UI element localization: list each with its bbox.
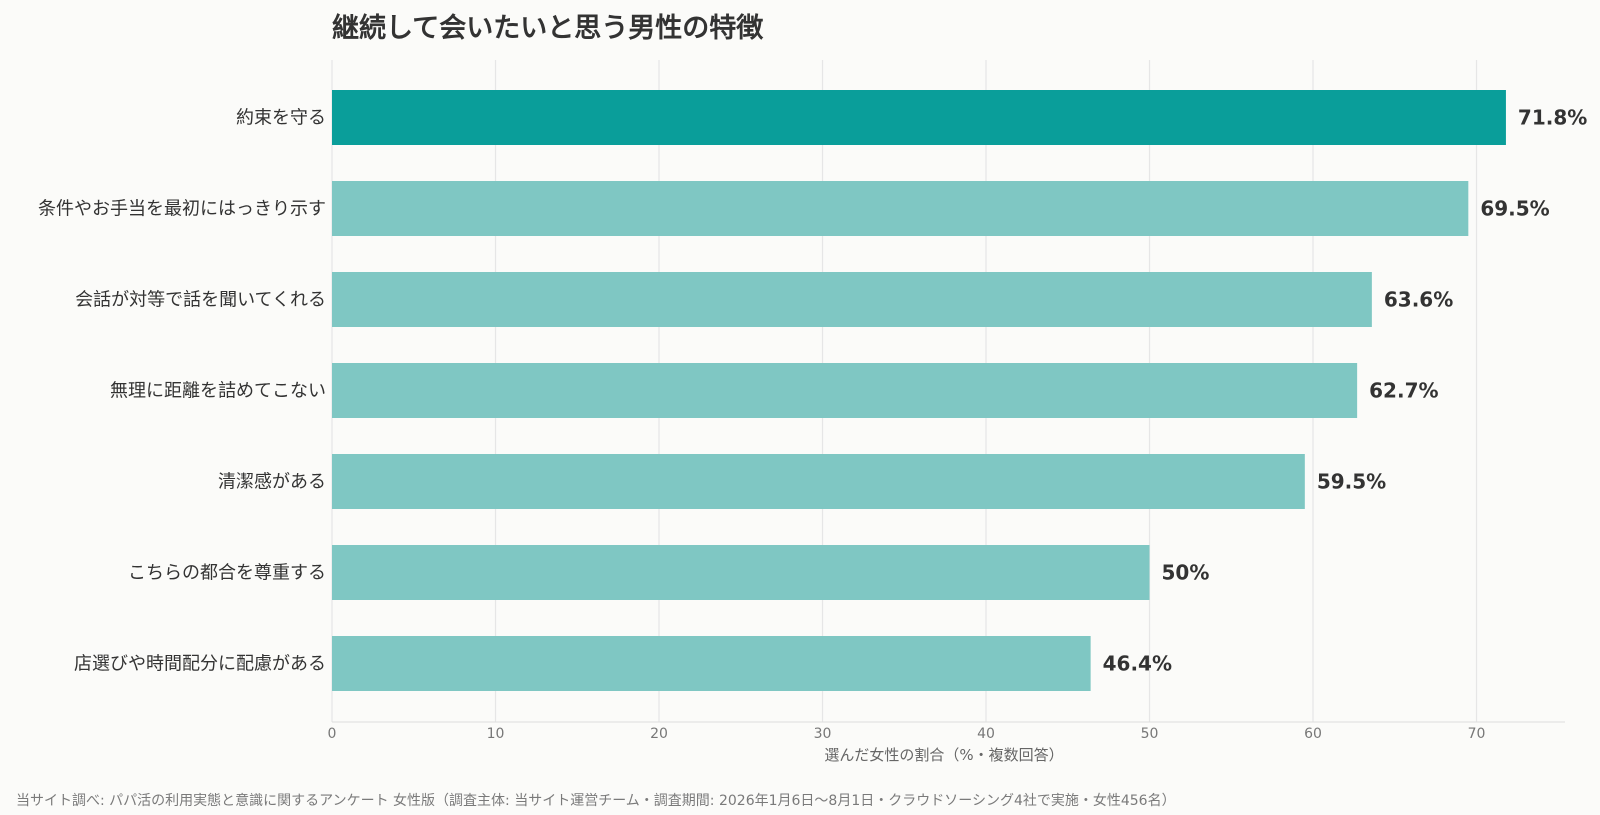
category-labels: 約束を守る条件やお手当を最初にはっきり示す会話が対等で話を聞いてくれる無理に距離… [38, 108, 326, 675]
value-label: 63.6% [1384, 288, 1453, 312]
category-label: こちらの都合を尊重する [128, 563, 326, 584]
bars [332, 90, 1506, 691]
x-tick-label: 70 [1468, 726, 1486, 742]
category-label: 条件やお手当を最初にはっきり示す [38, 199, 326, 220]
bar [332, 545, 1150, 600]
x-tick-label: 0 [328, 726, 337, 742]
category-label: 無理に距離を詰めてこない [110, 381, 326, 402]
chart-title: 継続して会いたいと思う男性の特徴 [332, 13, 764, 44]
category-label: 清潔感がある [218, 472, 326, 493]
value-label: 71.8% [1518, 106, 1587, 130]
category-label: 約束を守る [236, 108, 326, 129]
x-tick-label: 30 [814, 726, 832, 742]
x-axis-ticks: 0 10 20 30 40 50 60 70 [328, 726, 1486, 742]
category-label: 会話が対等で話を聞いてくれる [75, 290, 326, 311]
x-tick-label: 40 [977, 726, 995, 742]
x-axis-title: 選んだ女性の割合（%・複数回答） [824, 746, 1063, 764]
x-tick-label: 20 [650, 726, 668, 742]
value-label: 50% [1162, 561, 1210, 585]
bar [332, 272, 1372, 327]
value-label: 69.5% [1480, 197, 1549, 221]
bar [332, 90, 1506, 145]
bar [332, 181, 1469, 236]
value-label: 62.7% [1369, 379, 1438, 403]
value-labels: 71.8% 69.5% 63.6% 62.7% 59.5% 50% 46.4% [1103, 106, 1588, 676]
category-label: 店選びや時間配分に配慮がある [74, 654, 326, 675]
value-label: 46.4% [1103, 652, 1172, 676]
source-note: 当サイト調べ: パパ活の利用実態と意識に関するアンケート 女性版（調査主体: 当… [16, 793, 1176, 809]
value-label: 59.5% [1317, 470, 1386, 494]
x-tick-label: 10 [487, 726, 505, 742]
bar [332, 636, 1091, 691]
x-tick-label: 60 [1304, 726, 1322, 742]
bar [332, 363, 1358, 418]
x-tick-label: 50 [1141, 726, 1159, 742]
bar [332, 454, 1305, 509]
